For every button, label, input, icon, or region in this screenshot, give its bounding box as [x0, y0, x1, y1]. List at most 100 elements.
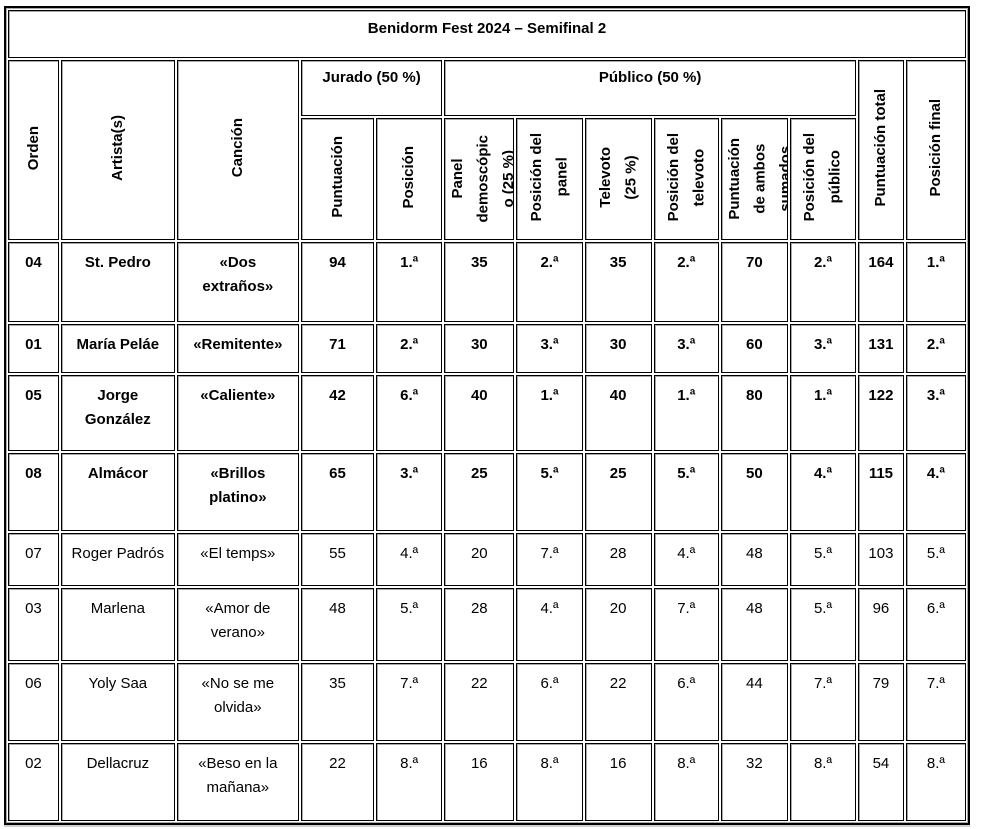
cell-puntuacion-ambos: 48: [720, 588, 788, 661]
cell-puntuacion-total: 122: [858, 375, 904, 451]
cell-puntuacion-ambos: 50: [720, 453, 788, 531]
cell-jurado-posicion: 3.ª: [376, 453, 443, 531]
cell-jurado-puntuacion: 71: [300, 324, 375, 373]
cell-posicion-panel: 2.ª: [516, 242, 583, 322]
cell-posicion-televoto: 1.ª: [653, 375, 719, 451]
cell-jurado-posicion: 6.ª: [376, 375, 443, 451]
cell-artista: Dellacruz: [60, 743, 175, 821]
cell-artista: St. Pedro: [60, 242, 175, 322]
col-header-panel-demoscopico: Panel demoscópic o (25 %): [444, 118, 515, 240]
cell-jurado-posicion: 4.ª: [376, 533, 443, 586]
cell-puntuacion-ambos: 70: [720, 242, 788, 322]
cell-puntuacion-total: 54: [858, 743, 904, 821]
col-header-posicion-publico-label: Posición del público: [801, 132, 844, 222]
cell-televoto: 25: [584, 453, 652, 531]
cell-posicion-final: 2.ª: [905, 324, 966, 373]
cell-puntuacion-ambos: 48: [720, 533, 788, 586]
cell-panel: 40: [444, 375, 515, 451]
col-header-posicion-final: Posición final: [905, 60, 966, 240]
cell-orden: 01: [8, 324, 59, 373]
cell-posicion-televoto: 6.ª: [653, 663, 719, 741]
cell-puntuacion-total: 115: [858, 453, 904, 531]
cell-posicion-publico: 5.ª: [789, 533, 857, 586]
col-header-puntuacion-ambos-label: Puntuación de ambos sumados: [725, 138, 787, 220]
cell-posicion-panel: 3.ª: [516, 324, 583, 373]
cell-puntuacion-ambos: 60: [720, 324, 788, 373]
cell-posicion-final: 7.ª: [905, 663, 966, 741]
cell-panel: 35: [444, 242, 515, 322]
cell-jurado-puntuacion: 48: [300, 588, 375, 661]
cell-artista: Almácor: [60, 453, 175, 531]
cell-posicion-publico: 5.ª: [789, 588, 857, 661]
cell-jurado-puntuacion: 55: [300, 533, 375, 586]
cell-jurado-puntuacion: 35: [300, 663, 375, 741]
cell-panel: 30: [444, 324, 515, 373]
results-table: Benidorm Fest 2024 – Semifinal 2 Orden A…: [4, 6, 970, 825]
cell-puntuacion-ambos: 44: [720, 663, 788, 741]
col-header-televoto: Televoto (25 %): [584, 118, 652, 240]
cell-artista: Jorge González: [60, 375, 175, 451]
cell-jurado-posicion: 5.ª: [376, 588, 443, 661]
cell-orden: 08: [8, 453, 59, 531]
col-header-posicion-televoto-label: Posición del televoto: [664, 132, 708, 222]
col-header-artista-label: Artista(s): [109, 115, 127, 181]
cell-artista: Marlena: [60, 588, 175, 661]
cell-posicion-final: 3.ª: [905, 375, 966, 451]
cell-televoto: 16: [584, 743, 652, 821]
cell-orden: 06: [8, 663, 59, 741]
cell-posicion-televoto: 5.ª: [653, 453, 719, 531]
cell-posicion-panel: 5.ª: [516, 453, 583, 531]
cell-posicion-panel: 7.ª: [516, 533, 583, 586]
cell-jurado-posicion: 2.ª: [376, 324, 443, 373]
col-header-cancion: Canción: [176, 60, 299, 240]
cell-panel: 20: [444, 533, 515, 586]
cell-orden: 07: [8, 533, 59, 586]
cell-posicion-televoto: 2.ª: [653, 242, 719, 322]
col-header-puntuacion-total: Puntuación total: [858, 60, 904, 240]
table-row: 06 Yoly Saa «No se me olvida» 35 7.ª 22 …: [8, 663, 966, 741]
cell-jurado-puntuacion: 65: [300, 453, 375, 531]
cell-panel: 25: [444, 453, 515, 531]
cell-posicion-final: 4.ª: [905, 453, 966, 531]
cell-televoto: 20: [584, 588, 652, 661]
cell-televoto: 30: [584, 324, 652, 373]
cell-cancion: «Brillos platino»: [176, 453, 299, 531]
col-header-jurado-puntuacion-label: Puntuación: [328, 136, 346, 218]
title-row: Benidorm Fest 2024 – Semifinal 2: [8, 10, 966, 58]
cell-cancion: «Dos extraños»: [176, 242, 299, 322]
cell-puntuacion-total: 164: [858, 242, 904, 322]
cell-televoto: 40: [584, 375, 652, 451]
cell-jurado-puntuacion: 22: [300, 743, 375, 821]
table-row: 03 Marlena «Amor de verano» 48 5.ª 28 4.…: [8, 588, 966, 661]
cell-posicion-publico: 7.ª: [789, 663, 857, 741]
cell-posicion-televoto: 4.ª: [653, 533, 719, 586]
cell-puntuacion-ambos: 32: [720, 743, 788, 821]
header-group-row: Orden Artista(s) Canción Jurado (50 %) P…: [8, 60, 966, 240]
cell-cancion: «Remitente»: [176, 324, 299, 373]
cell-cancion: «El temps»: [176, 533, 299, 586]
cell-televoto: 35: [584, 242, 652, 322]
cell-orden: 02: [8, 743, 59, 821]
cell-televoto: 28: [584, 533, 652, 586]
cell-posicion-panel: 4.ª: [516, 588, 583, 661]
cell-cancion: «Caliente»: [176, 375, 299, 451]
table-row: 04 St. Pedro «Dos extraños» 94 1.ª 35 2.…: [8, 242, 966, 322]
table-row: 02 Dellacruz «Beso en la mañana» 22 8.ª …: [8, 743, 966, 821]
col-header-orden-label: Orden: [24, 125, 42, 171]
cell-cancion: «Beso en la mañana»: [176, 743, 299, 821]
cell-panel: 16: [444, 743, 515, 821]
cell-orden: 05: [8, 375, 59, 451]
cell-artista: Yoly Saa: [60, 663, 175, 741]
cell-posicion-publico: 8.ª: [789, 743, 857, 821]
cell-posicion-panel: 6.ª: [516, 663, 583, 741]
col-header-puntuacion-ambos: Puntuación de ambos sumados: [720, 118, 788, 240]
cell-posicion-publico: 1.ª: [789, 375, 857, 451]
col-header-jurado-posicion: Posición: [376, 118, 443, 240]
col-header-posicion-panel: Posición del panel: [516, 118, 583, 240]
col-header-jurado-posicion-label: Posición: [400, 145, 418, 209]
cell-panel: 22: [444, 663, 515, 741]
cell-jurado-posicion: 8.ª: [376, 743, 443, 821]
col-group-publico: Público (50 %): [444, 60, 857, 116]
col-header-cancion-label: Canción: [229, 118, 247, 178]
